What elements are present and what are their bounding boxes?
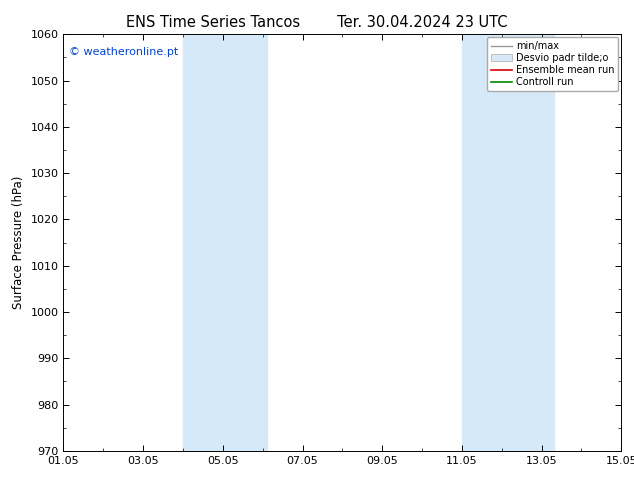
Legend: min/max, Desvio padr tilde;o, Ensemble mean run, Controll run: min/max, Desvio padr tilde;o, Ensemble m…: [487, 37, 618, 91]
Text: ENS Time Series Tancos        Ter. 30.04.2024 23 UTC: ENS Time Series Tancos Ter. 30.04.2024 2…: [126, 15, 508, 30]
Y-axis label: Surface Pressure (hPa): Surface Pressure (hPa): [12, 176, 25, 309]
Text: © weatheronline.pt: © weatheronline.pt: [69, 47, 178, 57]
Bar: [183, 34, 267, 451]
Bar: [462, 34, 553, 451]
